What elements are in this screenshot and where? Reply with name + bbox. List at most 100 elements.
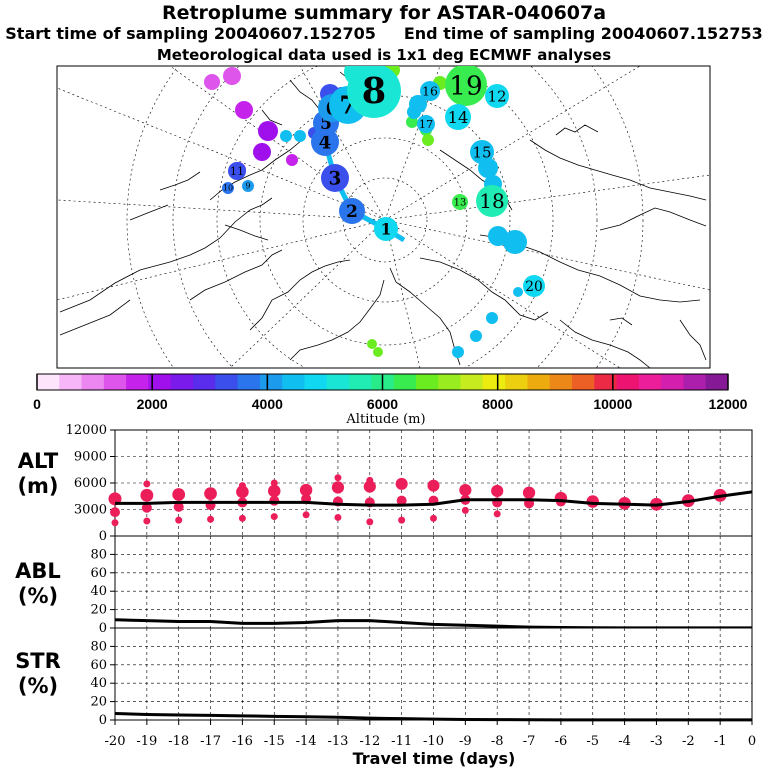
x-tick-label: -11	[391, 734, 412, 749]
centroid-marker	[347, 66, 401, 118]
x-tick-label: -16	[232, 734, 253, 749]
cluster-marker-small	[452, 346, 464, 358]
colorbar-cell	[304, 374, 328, 390]
trajectory-points: 1918141215161720131110912345678	[204, 66, 545, 358]
colorbar-cell	[661, 374, 684, 390]
cluster-marker-small	[409, 95, 427, 113]
cluster-point	[172, 488, 186, 501]
colorbar-cell	[683, 374, 707, 390]
y-axis-label: STR	[15, 649, 61, 673]
colorbar-tick-label: 10000	[593, 396, 632, 412]
abl-panel: 0 20 40 60 80 ABL(%)	[15, 535, 753, 636]
cluster-point	[395, 477, 408, 490]
cluster-marker	[476, 185, 508, 217]
cluster-point	[334, 474, 342, 482]
x-tick-label: -20	[105, 734, 126, 749]
cluster-point	[111, 519, 119, 527]
cluster-marker	[242, 180, 254, 192]
mean-altitude-line	[115, 490, 753, 507]
y-axis-label: ABL	[15, 559, 61, 583]
cluster-point	[204, 487, 217, 500]
cluster-marker	[222, 182, 234, 194]
centroid-label: 2	[346, 201, 358, 221]
sampling-times: Start time of sampling 20040607.152705 En…	[0, 24, 768, 43]
y-tick-label: 12000	[66, 423, 107, 438]
cluster-point	[270, 479, 278, 487]
cluster-point	[141, 502, 152, 513]
cluster-marker	[417, 115, 435, 133]
colorbar-tick-label: 2000	[137, 396, 168, 412]
x-tick-label: -8	[491, 734, 504, 749]
cluster-marker-small	[286, 154, 298, 166]
cluster-point	[334, 513, 342, 521]
y-tick-label: 6000	[74, 476, 107, 491]
time-series-panels: 030006000900012000ALT(m)020406080ABL(%)0…	[15, 423, 756, 749]
colorbar-cell	[148, 374, 172, 390]
y-tick-label: 40	[90, 584, 107, 599]
cluster-point	[207, 515, 215, 523]
cluster-label: 15	[472, 143, 491, 161]
colorbar-cell	[81, 374, 105, 390]
abl-panel-frame	[114, 535, 753, 629]
cluster-marker-small	[406, 116, 418, 128]
colorbar-cell	[638, 374, 662, 390]
cluster-label: 9	[245, 182, 250, 191]
cluster-label: 20	[525, 279, 543, 295]
x-tick-label: -7	[523, 734, 536, 749]
y-tick-label: 9000	[74, 450, 107, 465]
cluster-marker	[470, 140, 494, 164]
cluster-point	[236, 485, 249, 499]
colorbar-cell	[549, 374, 573, 390]
centroid-marker	[321, 164, 349, 192]
cluster-point	[398, 516, 406, 524]
y-tick-label: 60	[90, 566, 107, 581]
cluster-marker-small	[253, 143, 271, 161]
cluster-point	[459, 484, 472, 497]
colorbar-cell	[460, 374, 484, 390]
colorbar-cell	[170, 374, 194, 390]
x-tick-label: -9	[459, 734, 472, 749]
cluster-label: 11	[230, 165, 244, 178]
cluster-point	[143, 480, 151, 488]
centroid-marker	[311, 128, 339, 156]
y-tick-label: 0	[99, 713, 107, 728]
colorbar-cell	[571, 374, 595, 390]
cluster-point	[430, 514, 437, 522]
cluster-marker-small	[373, 347, 383, 357]
colorbar-cells	[37, 374, 729, 390]
cluster-marker-small	[470, 330, 482, 342]
colorbar-cell	[326, 374, 350, 390]
colorbar-cell	[237, 374, 261, 390]
x-tick-label: -1	[714, 734, 727, 749]
colorbar-cell	[594, 374, 618, 390]
cluster-point	[427, 479, 440, 492]
x-tick-label: -17	[200, 734, 221, 749]
x-tick-label: -2	[682, 734, 695, 749]
colorbar-cell	[505, 374, 528, 390]
y-tick-label: 3000	[74, 503, 107, 518]
cluster-point	[461, 506, 469, 514]
x-tick-label: -12	[359, 734, 380, 749]
cluster-label: 17	[419, 118, 433, 131]
x-tick-label: -5	[586, 734, 599, 749]
colorbar-cell	[349, 374, 372, 390]
x-tick-label: -4	[618, 734, 631, 749]
cluster-point	[493, 510, 501, 518]
str-panel: 0 20 40 60 80 STR(%)	[15, 627, 753, 728]
cluster-marker-small	[280, 130, 292, 142]
x-axis-label: Travel time (days)	[353, 749, 516, 768]
cluster-label: 16	[422, 84, 438, 99]
cluster-marker	[445, 104, 471, 130]
y-axis-unit: (m)	[17, 474, 58, 498]
colorbar-cell	[482, 374, 506, 390]
cluster-marker-small	[488, 226, 508, 246]
y-tick-label: 0	[99, 621, 107, 636]
cluster-point	[522, 486, 536, 499]
centroid-label: 8	[362, 71, 386, 112]
cluster-point	[110, 507, 120, 518]
y-axis-unit: (%)	[18, 674, 58, 698]
cluster-marker	[452, 194, 468, 210]
colorbar-label: Altitude (m)	[345, 412, 425, 427]
cluster-marker-small	[503, 230, 527, 254]
